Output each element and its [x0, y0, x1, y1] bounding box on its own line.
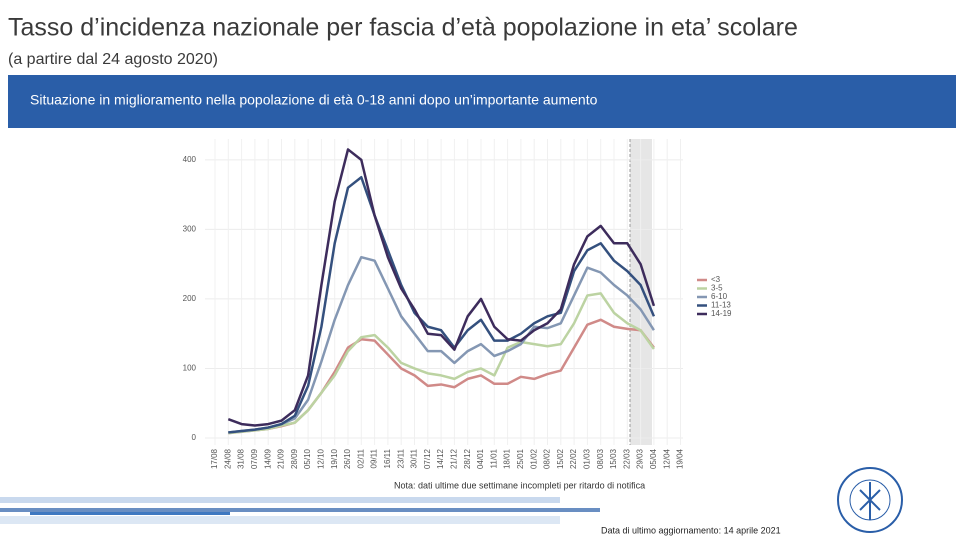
- x-tick-label: 09/11: [370, 448, 379, 468]
- y-tick-label: 0: [192, 433, 197, 442]
- banner: Situazione in miglioramento nella popola…: [30, 92, 598, 108]
- x-tick-label: 19/04: [676, 448, 685, 469]
- x-tick-label: 16/11: [383, 448, 392, 468]
- x-tick-label: 19/10: [330, 448, 339, 469]
- x-tick-label: 07/09: [250, 448, 259, 469]
- y-tick-label: 400: [183, 155, 197, 164]
- x-tick-label: 18/01: [503, 448, 512, 469]
- legend-label: 14-19: [711, 309, 732, 318]
- x-tick-label: 15/02: [556, 448, 565, 469]
- x-tick-label: 24/08: [223, 448, 232, 469]
- x-tick-label: 25/01: [516, 448, 525, 469]
- legend-label: 3-5: [711, 284, 723, 293]
- x-tick-label: 01/02: [529, 448, 538, 469]
- legend-label: 11-13: [711, 301, 731, 310]
- x-tick-label: 02/11: [356, 448, 365, 468]
- series-line: [228, 255, 655, 434]
- update-date: Data di ultimo aggiornamento: 14 aprile …: [601, 525, 781, 535]
- x-tick-label: 21/12: [450, 448, 459, 469]
- series-line: [227, 148, 656, 427]
- x-tick-label: 12/10: [317, 448, 326, 469]
- series-line: [228, 175, 656, 434]
- x-tick-label: 04/01: [476, 448, 485, 469]
- y-tick-label: 200: [183, 294, 197, 303]
- x-tick-label: 15/03: [609, 448, 618, 469]
- x-tick-label: 22/03: [622, 448, 631, 469]
- banner-box: [8, 75, 956, 128]
- x-tick-label: 05/10: [303, 448, 312, 469]
- legend-label: 6-10: [711, 292, 728, 301]
- series-line: [228, 292, 655, 435]
- x-tick-label: 22/02: [569, 448, 578, 469]
- x-tick-label: 11/01: [489, 448, 498, 468]
- decor: [0, 497, 600, 524]
- subtitle: (a partire dal 24 agosto 2020): [8, 51, 218, 68]
- x-tick-label: 23/11: [396, 448, 405, 468]
- x-tick-label: 21/09: [277, 448, 286, 469]
- x-tick-label: 26/10: [343, 448, 352, 469]
- x-tick-label: 12/04: [662, 448, 671, 469]
- x-tick-label: 08/03: [596, 448, 605, 469]
- x-tick-label: 30/11: [410, 448, 419, 468]
- title: Tasso d’incidenza nazionale per fascia d…: [8, 14, 798, 42]
- x-tick-label: 17/08: [210, 448, 219, 469]
- x-tick-label: 31/08: [237, 448, 246, 469]
- x-tick-label: 07/12: [423, 448, 432, 469]
- x-tick-label: 08/02: [543, 448, 552, 469]
- logo: [837, 467, 903, 533]
- x-tick-label: 01/03: [583, 448, 592, 469]
- x-tick-label: 14/09: [263, 448, 272, 469]
- x-tick-label: 28/12: [463, 448, 472, 469]
- legend-label: <3: [711, 275, 721, 284]
- x-tick-label: 29/03: [636, 448, 645, 469]
- x-tick-label: 05/04: [649, 448, 658, 469]
- x-tick-label: 28/09: [290, 448, 299, 469]
- y-tick-label: 300: [183, 225, 197, 234]
- x-tick-label: 14/12: [436, 448, 445, 469]
- y-tick-label: 100: [183, 364, 197, 373]
- note: Nota: dati ultime due settimane incomple…: [394, 480, 645, 490]
